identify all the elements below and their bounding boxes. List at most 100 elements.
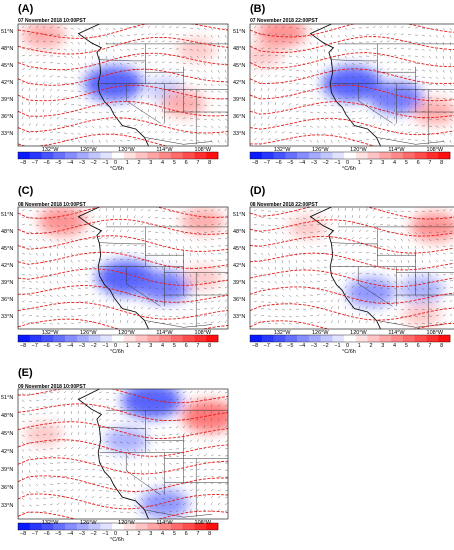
colorbar-tick-label: −8 [19, 530, 27, 537]
lat-tick-label: 48°N [233, 46, 246, 53]
map-panel-b [250, 24, 454, 146]
lat-tick-label: 39°N [1, 467, 14, 474]
colorbar-bin [29, 523, 42, 530]
height-contours [250, 207, 454, 329]
lon-tick-label: 126°W [312, 147, 329, 153]
colorbar-tick-label: −5 [55, 342, 62, 349]
colorbar-tick-label: −3 [310, 342, 317, 349]
colorbar-bin [182, 335, 195, 342]
panel-title-b: 07 November 2018 22:00PST [250, 18, 318, 24]
lon-tick-label: 120°W [350, 147, 367, 153]
colorbar-bin [206, 523, 219, 530]
colorbar-tick-label: −7 [31, 530, 38, 537]
colorbar-bin [112, 152, 125, 159]
colorbar-tick-label: −7 [263, 159, 270, 166]
colorbar-tick-label: 5 [404, 159, 408, 166]
map-frame [17, 206, 229, 330]
colorbar-tick-label: −3 [310, 159, 317, 166]
anomaly-blob-cold [104, 427, 148, 454]
panel-title-d: 08 November 2018 22:00PST [250, 202, 318, 208]
lon-tick-label: 108°W [426, 330, 444, 336]
lon-tick-label: 114°W [388, 147, 405, 153]
wind-barbs [253, 208, 454, 325]
anomaly-blob-warm [176, 37, 216, 62]
colorbar-bin [159, 523, 172, 530]
lat-tick-label: 51°N [1, 394, 14, 401]
lat-tick-label: 39°N [1, 280, 14, 287]
colorbar-tick-label: 0 [346, 159, 350, 166]
colorbar-tick-label: −5 [55, 530, 62, 537]
colorbar-bin [367, 335, 380, 342]
colorbar-bin [250, 335, 263, 342]
lat-tick-label: 51°N [233, 29, 246, 35]
colorbar-tick-label: −8 [19, 159, 27, 166]
lon-tick-label: 114°W [156, 147, 173, 153]
lat-tick-label: 39°N [233, 97, 246, 104]
colorbar-bin [344, 152, 357, 159]
colorbar-bin [100, 523, 113, 530]
colorbar-bin [194, 152, 207, 159]
colorbar-tick-label: −5 [287, 159, 294, 166]
anomaly-blob-warm [180, 207, 225, 235]
colorbar-bin [320, 335, 333, 342]
colorbar-unit-label: °C/6h [110, 166, 124, 172]
colorbar-tick-label: 1 [357, 342, 361, 349]
colorbar-bin [65, 523, 78, 530]
anomaly-blob-warm [183, 266, 222, 290]
panel-title-e: 09 November 2018 10:00PST [18, 384, 86, 390]
colorbar-tick-label: 7 [196, 159, 200, 166]
colorbar-bin [332, 152, 345, 159]
colorbar-tick-label: 6 [416, 159, 420, 166]
colorbar-tick-label: 2 [137, 530, 141, 537]
colorbar-unit-label: °C/6h [342, 349, 356, 355]
colorbar-tick-label: −5 [287, 342, 294, 349]
colorbar-tick-label: 6 [184, 342, 188, 349]
colorbar-bin [391, 335, 404, 342]
colorbar-tick-label: −8 [251, 159, 259, 166]
colorbar-bin [41, 152, 54, 159]
lat-tick-label: 33°N [1, 314, 14, 321]
colorbar-tick-label: −2 [322, 159, 329, 166]
colorbar-tick-label: 7 [196, 530, 200, 537]
lon-tick-label: 132°W [41, 330, 59, 336]
panel-label-b: (B) [250, 3, 266, 15]
colorbar-tick-label: −6 [43, 342, 50, 349]
colorbar-unit-label: °C/6h [110, 349, 124, 355]
lon-tick-label: 120°W [350, 330, 367, 336]
anomaly-blob-cold [400, 276, 444, 303]
colorbar-tick-label: 2 [369, 159, 373, 166]
lon-tick-label: 120°W [118, 330, 135, 336]
colorbar-bin [194, 335, 207, 342]
colorbar-tick-label: 8 [208, 342, 212, 349]
colorbar-tick-label: 0 [114, 530, 118, 537]
colorbar-bin [391, 152, 404, 159]
lon-tick-label: 108°W [194, 520, 212, 526]
colorbar-tick-label: −3 [78, 342, 85, 349]
colorbar-bin [379, 335, 392, 342]
lat-tick-label: 36°N [233, 297, 246, 304]
colorbar-bin [438, 152, 451, 159]
colorbar-bin [76, 335, 89, 342]
colorbar-bin [206, 335, 219, 342]
lon-tick-label: 120°W [118, 520, 135, 526]
anomaly-blob-warm [288, 215, 327, 239]
colorbar-bin [123, 523, 136, 530]
lat-tick-label: 51°N [233, 212, 246, 218]
lat-tick-label: 33°N [1, 503, 14, 510]
colorbar-bin [147, 523, 160, 530]
coastline [309, 207, 381, 329]
colorbar-tick-label: −2 [90, 342, 97, 349]
map-frame [17, 23, 229, 147]
panel-label-e: (E) [18, 367, 33, 379]
colorbar-tick-label: −2 [90, 530, 97, 537]
colorbar-bin [147, 152, 160, 159]
colorbar-tick-label: 4 [161, 530, 165, 537]
colorbar-bin [182, 152, 195, 159]
colorbar-tick-label: 5 [172, 159, 176, 166]
map-frame [249, 206, 454, 330]
colorbar-bin [76, 152, 89, 159]
colorbar-tick-label: 8 [440, 159, 444, 166]
colorbar-tick-label: −3 [78, 530, 85, 537]
coastline [309, 24, 381, 146]
